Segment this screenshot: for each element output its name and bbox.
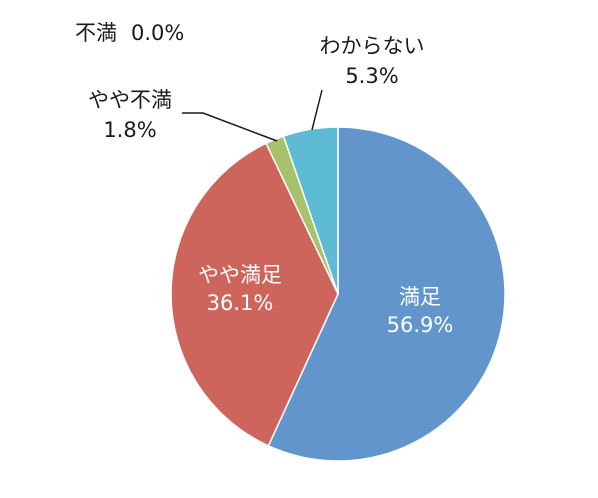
slice-value-fuman: 0.0%	[131, 21, 184, 45]
slice-label-manzoku: 満足	[399, 285, 441, 309]
pie-slice-yaya-manzoku	[170, 142, 339, 447]
slice-value-yaya-fuman: 1.8%	[103, 118, 156, 142]
pie-slices	[170, 126, 506, 462]
slice-label-yaya-fuman: やや不満	[88, 88, 172, 112]
pie-slice-manzoku	[267, 126, 506, 462]
slice-value-wakaranai: 5.3%	[345, 64, 398, 88]
slice-value-manzoku: 56.9%	[387, 313, 454, 337]
slice-label-yaya-manzoku: やや満足	[198, 263, 282, 287]
slice-label-wakaranai: わからない	[320, 34, 425, 58]
leader-lines	[182, 89, 323, 142]
slice-label-fuman: 不満	[75, 21, 117, 45]
pie-slice-wakaranai	[282, 126, 339, 295]
leader-line-yaya-fuman	[182, 112, 278, 142]
slice-labels: 満足 56.9% やや満足 36.1% やや不満 1.8% 不満 0.0% わか…	[75, 21, 453, 337]
slice-value-yaya-manzoku: 36.1%	[207, 291, 274, 315]
leader-line-wakaranai	[311, 89, 323, 131]
